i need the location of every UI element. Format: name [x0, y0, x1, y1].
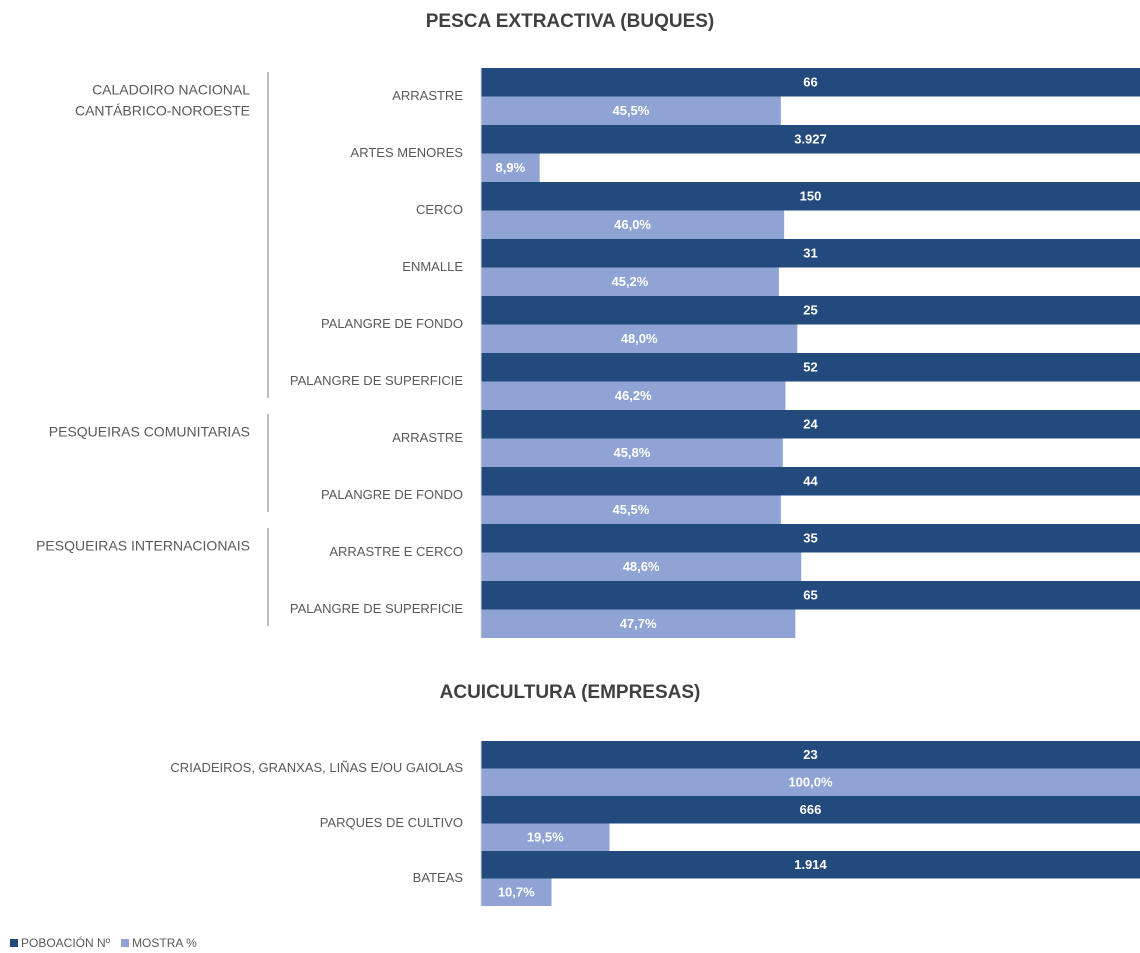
bar	[481, 878, 552, 906]
bar	[481, 796, 1140, 824]
category-label: PALANGRE DE SUPERFICIE	[290, 373, 463, 388]
bar	[481, 267, 779, 296]
category-label: PALANGRE DE FONDO	[321, 487, 463, 502]
value-label: 25	[803, 303, 817, 318]
category-label: CRIADEIROS, GRANXAS, LIÑAS E/OU GAIOLAS	[170, 760, 463, 775]
value-label: 45,2%	[611, 274, 648, 289]
legend-swatch	[10, 939, 18, 947]
value-label: 31	[803, 246, 817, 261]
category-label: ARRASTRE E CERCO	[329, 544, 463, 559]
category-label: ARTES MENORES	[351, 145, 464, 160]
bar	[481, 296, 1140, 325]
value-label: 666	[800, 802, 822, 817]
category-label: PALANGRE DE SUPERFICIE	[290, 601, 463, 616]
bar	[481, 823, 610, 851]
category-label: BATEAS	[413, 870, 464, 885]
category-label: CERCO	[416, 202, 463, 217]
value-label: 24	[803, 417, 818, 432]
value-label: 48,0%	[621, 331, 658, 346]
bar	[481, 741, 1140, 769]
value-label: 3.927	[794, 132, 827, 147]
value-label: 65	[803, 588, 817, 603]
bar	[481, 609, 796, 638]
bar	[481, 495, 781, 524]
value-label: 35	[803, 531, 817, 546]
bar	[481, 353, 1140, 382]
bar	[481, 438, 783, 467]
group-label: CALADOIRO NACIONAL	[92, 82, 250, 98]
value-label: 66	[803, 75, 817, 90]
value-label: 10,7%	[498, 885, 535, 900]
value-label: 150	[800, 189, 822, 204]
value-label: 46,0%	[614, 217, 651, 232]
bar	[481, 851, 1140, 879]
legend-label: POBOACIÓN Nº	[21, 935, 111, 950]
category-label: ARRASTRE	[392, 430, 463, 445]
bar	[481, 210, 785, 239]
bar	[481, 524, 1140, 553]
category-label: PALANGRE DE FONDO	[321, 316, 463, 331]
value-label: 1.914	[794, 857, 827, 872]
group-label: CANTÁBRICO-NOROESTE	[75, 103, 250, 119]
value-label: 23	[803, 747, 817, 762]
chart-title: ACUICULTURA (EMPRESAS)	[440, 682, 701, 703]
bar	[481, 324, 798, 353]
value-label: 46,2%	[615, 388, 652, 403]
value-label: 47,7%	[620, 616, 657, 631]
value-label: 45,8%	[613, 445, 650, 460]
bar	[481, 552, 802, 581]
category-label: ARRASTRE	[392, 88, 463, 103]
category-label: ENMALLE	[402, 259, 463, 274]
value-label: 45,5%	[612, 103, 649, 118]
group-label: PESQUEIRAS INTERNACIONAIS	[36, 538, 250, 554]
value-label: 45,5%	[612, 502, 649, 517]
bar	[481, 410, 1140, 439]
bar	[481, 467, 1140, 496]
bar	[481, 153, 540, 182]
bar	[481, 125, 1140, 154]
legend-label: MOSTRA %	[132, 936, 197, 950]
value-label: 44	[803, 474, 818, 489]
category-label: PARQUES DE CULTIVO	[320, 815, 463, 830]
chart-title: PESCA EXTRACTIVA (BUQUES)	[426, 11, 715, 32]
legend-swatch	[121, 939, 130, 947]
bar	[481, 239, 1140, 268]
bar	[481, 581, 1140, 610]
value-label: 52	[803, 360, 817, 375]
bar	[481, 182, 1140, 211]
bar	[481, 381, 786, 410]
value-label: 100,0%	[788, 775, 833, 790]
bar	[481, 768, 1140, 796]
value-label: 19,5%	[527, 830, 564, 845]
group-label: PESQUEIRAS COMUNITARIAS	[49, 424, 250, 440]
bar	[481, 68, 1140, 97]
bar	[481, 96, 781, 125]
value-label: 48,6%	[623, 559, 660, 574]
value-label: 8,9%	[496, 160, 526, 175]
